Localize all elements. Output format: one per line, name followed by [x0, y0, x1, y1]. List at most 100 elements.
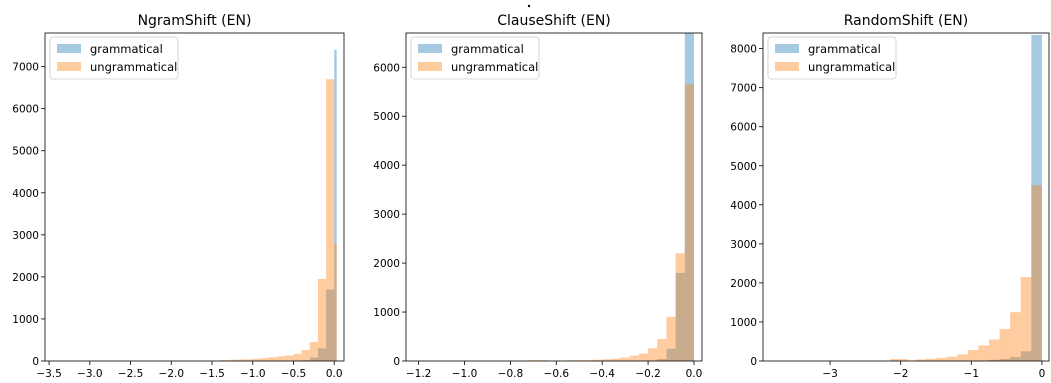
chart-3: −3 −2 −1 0 0 1000 2000 3000 4000 5000 6000 7000 8000… [730, 13, 1050, 380]
y-tick-label: 2000 [12, 272, 39, 284]
y-tick-label: 7000 [12, 62, 39, 74]
legend-swatch-grammatical [418, 44, 442, 53]
y-tick-label: 0 [32, 356, 39, 368]
x-tick-label: −3.0 [77, 368, 103, 380]
bar-grammatical-4 [1031, 34, 1042, 361]
bar-ungrammatical-12 [684, 84, 694, 361]
bar-grammatical-2 [675, 272, 685, 361]
y-tick-label: 5000 [373, 111, 400, 123]
bar-ungrammatical-2 [925, 358, 937, 361]
chart-title: NgramShift (EN) [138, 13, 252, 29]
bar-ungrammatical-5 [957, 354, 968, 361]
legend-label-ungrammatical: ungrammatical [808, 60, 895, 74]
bar-ungrammatical-9 [999, 328, 1011, 361]
y-tick-label: 3000 [373, 209, 400, 221]
bar-grammatical-0 [988, 359, 1000, 361]
stray-dot [527, 4, 531, 8]
y-tick-label: 4000 [730, 200, 757, 212]
y-tick-label: 4000 [373, 160, 400, 172]
legend-swatch-ungrammatical [418, 62, 442, 71]
x-tick-label: 0.0 [326, 368, 343, 380]
chart-2: −1.2 −1.0 −0.8 −0.6 −0.4 −0.2 0.0 0 1000 2000 3000… [373, 13, 703, 380]
legend-label-ungrammatical: ungrammatical [451, 60, 538, 74]
bar-grammatical-2 [1010, 357, 1021, 361]
x-tick-label: −3 [822, 368, 837, 380]
y-tick-label: 7000 [730, 83, 757, 95]
bar-ungrammatical-13 [326, 79, 335, 361]
bar-ungrammatical-1 [914, 359, 926, 361]
y-tick-label: 3000 [12, 230, 39, 242]
x-tick-label: −0.5 [281, 368, 307, 380]
bar-ungrammatical-5 [620, 357, 630, 361]
bar-ungrammatical-14 [334, 243, 337, 361]
y-tick-label: 1000 [730, 317, 757, 329]
y-tick-label: 6000 [730, 122, 757, 134]
bar-ungrammatical-10 [1010, 312, 1021, 361]
x-tick-label: −0.4 [589, 368, 615, 380]
chart-title: ClauseShift (EN) [497, 13, 611, 29]
x-tick-label: −1.0 [452, 368, 478, 380]
bar-ungrammatical-12 [317, 279, 327, 361]
bar-grammatical-0 [657, 359, 667, 361]
y-tick-label: 0 [393, 356, 400, 368]
x-tick-label: 0.0 [686, 368, 703, 380]
chart-title: RandomShift (EN) [844, 13, 968, 29]
bars-group [220, 49, 337, 361]
legend-swatch-ungrammatical [57, 62, 81, 71]
bar-ungrammatical-5 [260, 358, 270, 361]
axes-frame [762, 32, 1050, 362]
bar-ungrammatical-8 [285, 355, 294, 361]
bar-ungrammatical-4 [611, 358, 621, 361]
legend-label-ungrammatical: ungrammatical [90, 60, 177, 74]
bars-group [890, 34, 1042, 361]
bar-ungrammatical-9 [293, 353, 302, 361]
bar-ungrammatical-8 [988, 339, 1000, 361]
bar-ungrammatical-4 [946, 356, 958, 361]
bar-ungrammatical-1 [228, 359, 237, 361]
legend-swatch-grammatical [775, 44, 799, 53]
bar-ungrammatical-7 [277, 356, 286, 361]
chart-1: −3.5 −3.0 −2.5 −2.0 −1.5 −1.0 −0.5 0.0 0 1000 2000… [12, 13, 345, 380]
legend-swatch-grammatical [57, 44, 81, 53]
bar-ungrammatical-8 [648, 348, 658, 361]
bar-ungrammatical-10 [301, 350, 310, 361]
x-tick-label: −2 [893, 368, 908, 380]
bar-ungrammatical-3 [602, 359, 612, 361]
bar-grammatical-5 [334, 49, 337, 361]
bar-ungrammatical-4 [252, 358, 261, 361]
bar-ungrammatical-6 [629, 355, 639, 361]
bar-ungrammatical-0 [220, 360, 229, 361]
y-tick-label: 3000 [730, 239, 757, 251]
bar-ungrammatical-7 [978, 345, 989, 361]
bar-ungrammatical-6 [967, 350, 979, 361]
axes-frame [405, 32, 703, 362]
x-tick-label: −2.0 [159, 368, 185, 380]
bar-ungrammatical-11 [1020, 277, 1032, 361]
x-tick-label: 0 [1039, 368, 1046, 380]
y-tick-label: 5000 [730, 161, 757, 173]
legend-box [410, 36, 540, 80]
bar-grammatical-3 [684, 33, 694, 361]
bar-grammatical-4 [326, 289, 335, 361]
bar-ungrammatical-6 [269, 357, 278, 361]
y-tick-label: 2000 [730, 278, 757, 290]
bar-grammatical-2 [309, 357, 318, 361]
x-tick-label: −0.8 [498, 368, 524, 380]
y-tick-label: 4000 [12, 188, 39, 200]
bar-ungrammatical-12 [1031, 185, 1042, 361]
axes-frame [44, 32, 345, 362]
bar-ungrammatical-2 [236, 359, 245, 361]
x-tick-label: −0.6 [544, 368, 570, 380]
x-tick-label: −1.2 [406, 368, 432, 380]
x-tick-label: −2.5 [118, 368, 144, 380]
x-tick-label: −0.2 [635, 368, 661, 380]
bar-ungrammatical-11 [675, 253, 685, 361]
bar-ungrammatical-2 [593, 359, 603, 361]
bar-grammatical-1 [666, 348, 676, 361]
bars-group [528, 33, 694, 361]
y-tick-label: 1000 [373, 307, 400, 319]
y-tick-label: 8000 [730, 44, 757, 56]
bar-grammatical-1 [999, 359, 1011, 361]
bar-grammatical-3 [1020, 351, 1032, 361]
